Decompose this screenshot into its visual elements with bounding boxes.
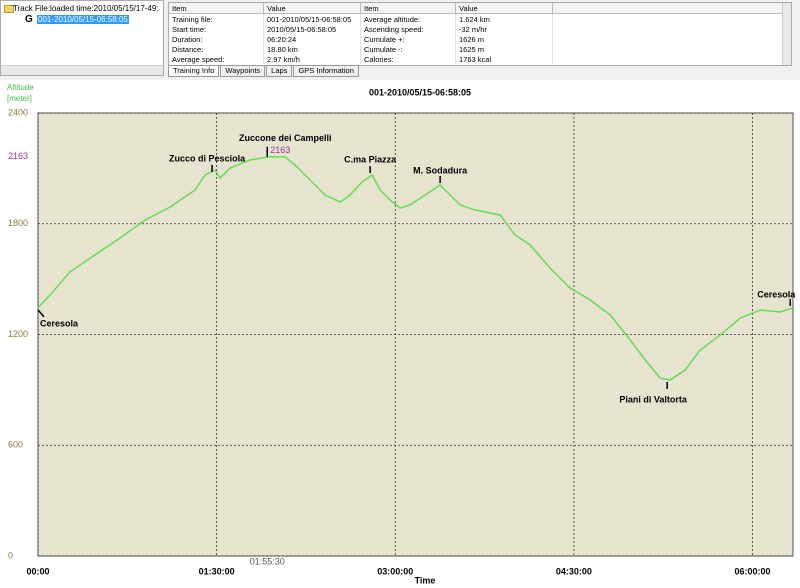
altitude-line [37, 155, 794, 381]
x-tick-label: 06:00:00 [734, 566, 770, 576]
column-header[interactable]: Item [360, 3, 456, 14]
scrollbar[interactable] [782, 3, 791, 65]
column-header[interactable]: Value [455, 3, 553, 14]
x-tick-label: 03:00:00 [377, 566, 413, 576]
table-row: Start time: 2010/05/15-06:58:05 Ascending … [169, 24, 790, 34]
tree-node[interactable]: 001-2010/05/15-06:58:05 [37, 15, 129, 24]
table-cell: -32 m/hr [455, 24, 553, 34]
x-tick-label: 00:00 [26, 566, 49, 576]
info-panel: Track File:loaded time:2010/05/15/17-49:… [0, 0, 800, 80]
y-tick-label: 1800 [8, 218, 28, 228]
table-cell: 2.97 km/h [263, 54, 361, 64]
table-cell: Duration: [169, 34, 264, 44]
tree-view: Track File:loaded time:2010/05/15/17-49:… [0, 0, 164, 76]
table-cell: 1625 m [455, 44, 553, 54]
table-cell [552, 44, 790, 54]
column-header[interactable]: Item [169, 3, 264, 14]
table-row: Duration: 06:20:24 Cumulate +: 1626 m [169, 34, 790, 44]
y-axis-unit: [meter] [7, 94, 32, 103]
y-tick-label: 1200 [8, 329, 28, 339]
table-row: Average speed: 2.97 km/h Calories: 1763 kca… [169, 54, 790, 64]
tab[interactable]: GPS Information [293, 65, 359, 77]
marker-y-label: 2163 [8, 151, 28, 161]
table-cell: 1763 kcal [455, 54, 553, 64]
table-cell: Distance: [169, 44, 264, 54]
chart: 001-2010/05/15-06:58:05 Altitude [meter] Ti… [7, 83, 796, 585]
folder-icon [4, 5, 14, 13]
annotation: Zucco di Pesciola [169, 153, 246, 163]
table: Item Value Item Value Training file: 001-201… [169, 3, 790, 64]
tab[interactable]: Waypoints [220, 65, 266, 77]
marker-value-label: 2163 [270, 145, 290, 155]
table-cell: 18.80 km [263, 44, 361, 54]
info-table: Item Value Item Value Training file: 001-201… [168, 2, 792, 66]
marker-x-label: 01:55:30 [250, 556, 285, 566]
scrollbar[interactable] [1, 65, 163, 75]
table-cell: Training file: [169, 13, 264, 24]
tab[interactable]: Laps [266, 65, 293, 77]
x-tick-label: 01:30:00 [199, 566, 235, 576]
chart-title: 001-2010/05/15-06:58:05 [369, 87, 471, 97]
track-icon: G [25, 14, 33, 25]
table-cell: Cumulate +: [360, 34, 456, 44]
table-cell: Start time: [169, 24, 264, 34]
y-tick-label: 600 [8, 440, 23, 450]
tree-root[interactable]: Track File:loaded time:2010/05/15/17-49: [13, 4, 159, 13]
table-cell: 1626 m [455, 34, 553, 44]
annotation: Piani di Valtorta [619, 394, 688, 404]
y-axis-label: Altitude [7, 83, 34, 92]
y-tick-label: 2400 [8, 107, 28, 117]
table-cell: 001-2010/05/15-06:58:05 [263, 13, 361, 24]
x-tick-label: 04:30:00 [556, 566, 592, 576]
y-tick-label: 0 [8, 550, 13, 560]
annotation: Ceresola [40, 318, 79, 328]
annotation: C.ma Piazza [344, 154, 397, 164]
table-cell: Ascending speed: [360, 24, 456, 34]
table-row: Distance: 18.80 km Cumulate -: 1625 m [169, 44, 790, 54]
table-cell [552, 34, 790, 44]
annotation-tick [37, 309, 45, 318]
x-axis-label: Time [415, 575, 436, 585]
table-cell: Average altitude: [360, 13, 456, 24]
table-cell: 06:20:24 [263, 34, 361, 44]
annotation: Ceresola [757, 289, 796, 299]
column-header [552, 3, 790, 14]
table-cell: Cumulate -: [360, 44, 456, 54]
table-cell [552, 54, 790, 64]
annotation: Zuccone dei Campelli [239, 133, 332, 143]
table-cell: Calories: [360, 54, 456, 64]
table-cell: Average speed: [169, 54, 264, 64]
table-cell [552, 13, 790, 24]
table-cell [552, 24, 790, 34]
table-cell: 2010/05/15-06:58:05 [263, 24, 361, 34]
tab[interactable]: Training Info [168, 65, 220, 77]
table-cell: 1.624 km [455, 13, 553, 24]
tabs: Training Info Waypoints Laps GPS Informatio… [168, 65, 360, 77]
column-header[interactable]: Value [263, 3, 361, 14]
table-row: Training file: 001-2010/05/15-06:58:05 Ave… [169, 13, 790, 24]
annotation: M. Sodadura [413, 165, 468, 175]
